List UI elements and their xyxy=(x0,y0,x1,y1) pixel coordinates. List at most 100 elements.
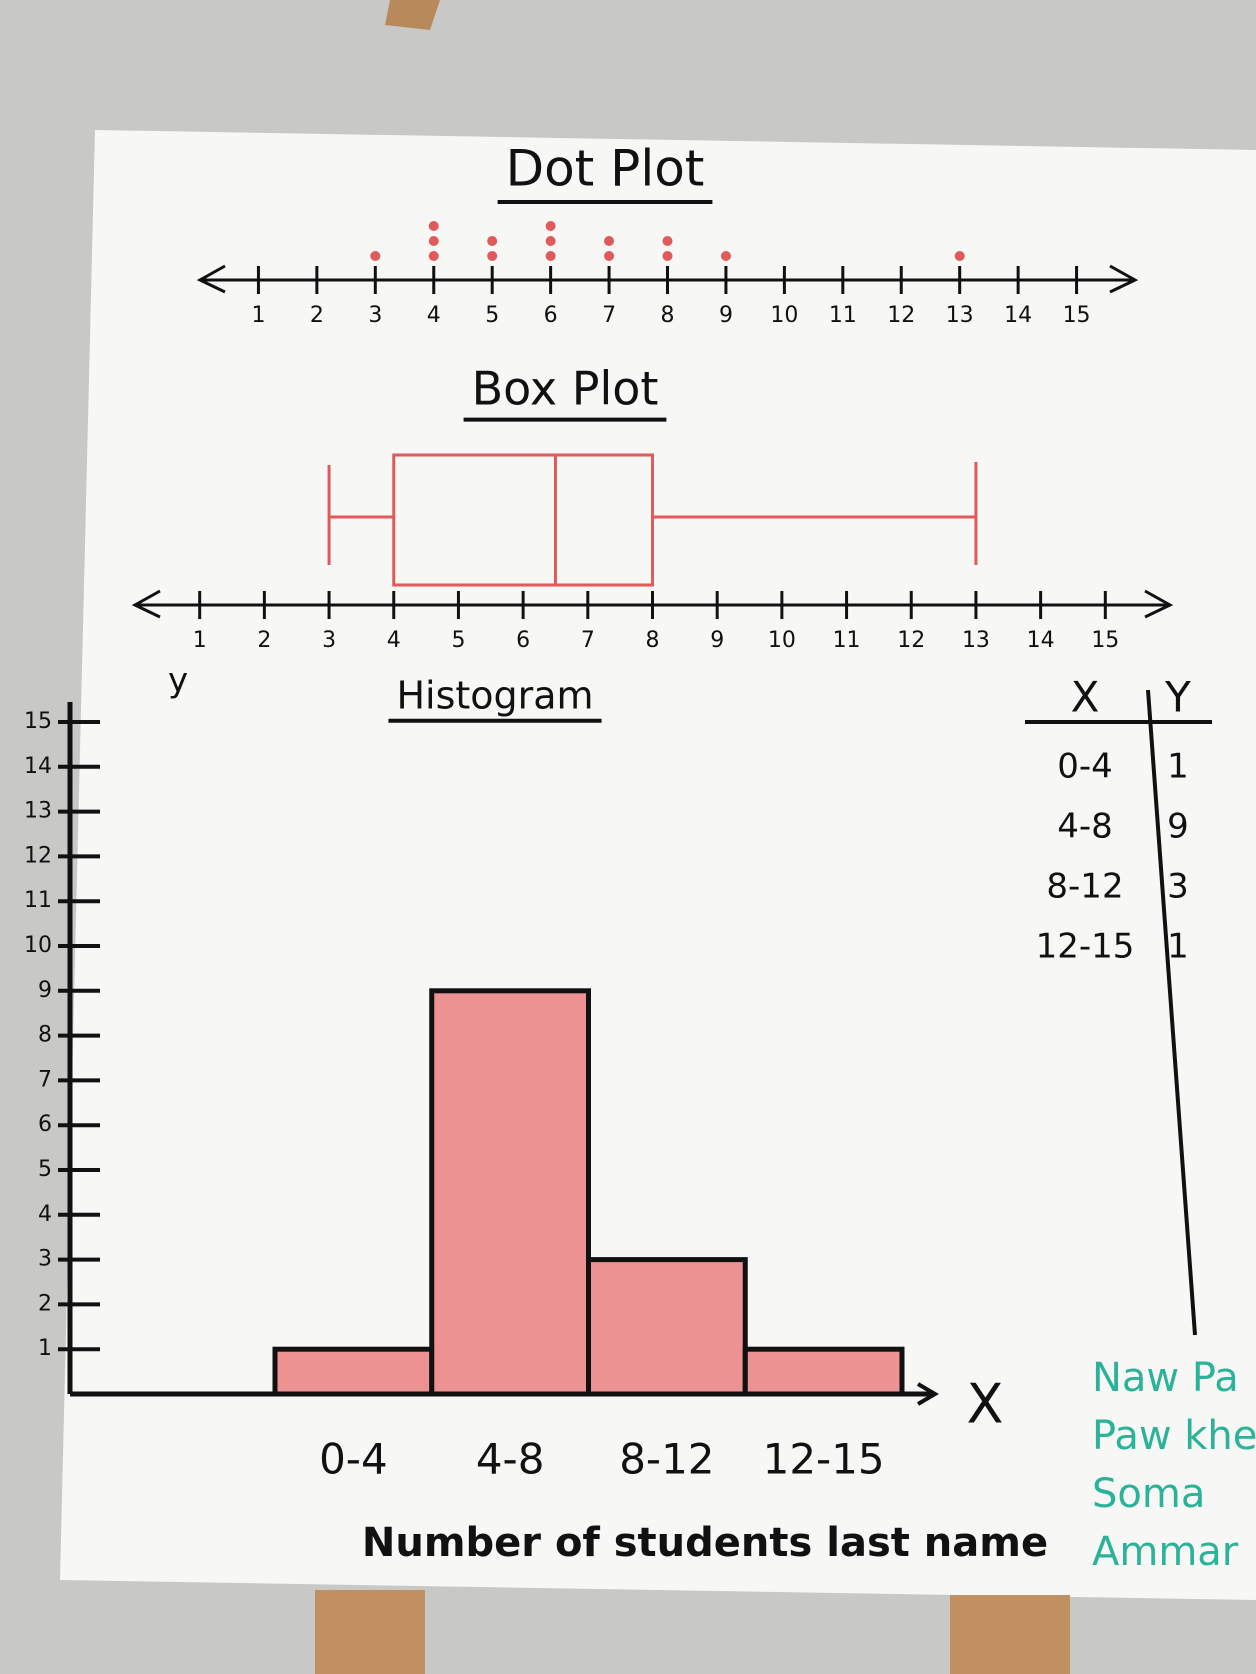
dot-stack xyxy=(428,221,439,261)
dot xyxy=(487,236,498,246)
x-tick-label: 14 xyxy=(1004,303,1032,328)
x-tick-label: 15 xyxy=(1091,628,1119,653)
x-tick-label: 10 xyxy=(770,303,798,328)
dot xyxy=(370,251,381,261)
y-tick-label: 5 xyxy=(38,1157,52,1182)
table-cell: 4-8 xyxy=(1057,807,1113,847)
y-tick-label: 14 xyxy=(24,754,52,779)
dot-stack xyxy=(604,236,615,261)
dot xyxy=(545,236,556,246)
x-tick-label: 4 xyxy=(387,628,401,653)
axis-arrow xyxy=(1109,264,1139,294)
x-tick-label: 0-4 xyxy=(319,1435,388,1484)
y-tick-label: 9 xyxy=(38,978,52,1003)
dot xyxy=(545,251,556,261)
dot-stack xyxy=(370,251,381,261)
y-tick-label: 15 xyxy=(24,709,52,734)
paper xyxy=(60,130,1256,1600)
table-cell: 1 xyxy=(1167,927,1189,967)
chart-title: Histogram xyxy=(396,674,593,718)
dot xyxy=(662,251,673,261)
dot xyxy=(720,251,731,261)
y-axis-label: y xyxy=(168,661,188,701)
table-cell: 0-4 xyxy=(1057,747,1113,787)
dot xyxy=(954,251,965,261)
dot xyxy=(428,221,439,231)
student-name: Naw Pa xyxy=(1092,1355,1239,1401)
table-divider xyxy=(1146,689,1197,1336)
x-tick-label: 4-8 xyxy=(476,1435,545,1484)
tape xyxy=(385,0,440,30)
x-tick-label: 11 xyxy=(833,628,861,653)
x-tick-label: 9 xyxy=(710,628,724,653)
x-tick-label: 12 xyxy=(887,303,915,328)
dot xyxy=(662,236,673,246)
x-tick-label: 13 xyxy=(962,628,990,653)
x-tick-label: 5 xyxy=(451,628,465,653)
dot xyxy=(487,251,498,261)
x-tick-label: 12 xyxy=(897,628,925,653)
bar xyxy=(429,988,591,1397)
x-tick-label: 6 xyxy=(516,628,530,653)
dot xyxy=(545,221,556,231)
x-tick-label: 3 xyxy=(322,628,336,653)
x-tick-label: 2 xyxy=(310,303,324,328)
x-tick-label: 8 xyxy=(646,628,660,653)
x-tick-label: 15 xyxy=(1063,303,1091,328)
x-tick-label: 1 xyxy=(193,628,207,653)
table-cell: 8-12 xyxy=(1046,867,1123,907)
x-tick-label: 7 xyxy=(602,303,616,328)
x-tick-label: 12-15 xyxy=(763,1435,885,1484)
x-tick-label: 3 xyxy=(368,303,382,328)
dot-stack xyxy=(720,251,731,261)
y-tick-label: 2 xyxy=(38,1291,52,1316)
box-body xyxy=(392,453,654,587)
bar xyxy=(742,1346,905,1397)
chart-title: Box Plot xyxy=(472,362,659,416)
table-cell: 12-15 xyxy=(1036,927,1135,967)
axis-arrow xyxy=(196,264,226,294)
student-name: Ammar xyxy=(1092,1529,1239,1575)
table-cell: 3 xyxy=(1167,867,1189,907)
table-cell: 9 xyxy=(1167,807,1189,847)
x-tick-label: 8-12 xyxy=(619,1435,714,1484)
y-tick-label: 11 xyxy=(24,888,52,913)
dot xyxy=(428,236,439,246)
dot-stack xyxy=(545,221,556,261)
axis-arrow xyxy=(916,1382,939,1406)
tape xyxy=(950,1595,1070,1674)
table-header: Y xyxy=(1164,673,1191,722)
dot xyxy=(604,251,615,261)
dot-stack xyxy=(954,251,965,261)
x-tick-label: 13 xyxy=(946,303,974,328)
x-caption: Number of students last name xyxy=(362,1520,1048,1566)
student-name: Soma xyxy=(1092,1471,1205,1517)
x-tick-label: 9 xyxy=(719,303,733,328)
y-tick-label: 3 xyxy=(38,1247,52,1272)
table-cell: 1 xyxy=(1167,747,1189,787)
x-tick-label: 14 xyxy=(1027,628,1055,653)
x-tick-label: 5 xyxy=(485,303,499,328)
y-tick-label: 13 xyxy=(24,799,52,824)
x-tick-label: 4 xyxy=(427,303,441,328)
y-tick-label: 12 xyxy=(24,843,52,868)
bar xyxy=(272,1346,435,1397)
y-tick-label: 7 xyxy=(38,1067,52,1092)
axis-arrow xyxy=(1144,589,1174,619)
dot-stack xyxy=(487,236,498,261)
bar xyxy=(586,1257,748,1397)
y-tick-label: 8 xyxy=(38,1023,52,1048)
axis-arrow xyxy=(131,589,161,619)
chart-title: Dot Plot xyxy=(506,140,705,198)
x-tick-label: 2 xyxy=(257,628,271,653)
x-tick-label: 7 xyxy=(581,628,595,653)
dot-stack xyxy=(662,236,673,261)
y-tick-label: 6 xyxy=(38,1112,52,1137)
x-axis-label: X xyxy=(967,1373,1004,1436)
y-tick-label: 4 xyxy=(38,1202,52,1227)
x-tick-label: 1 xyxy=(251,303,265,328)
dot xyxy=(428,251,439,261)
dot xyxy=(604,236,615,246)
